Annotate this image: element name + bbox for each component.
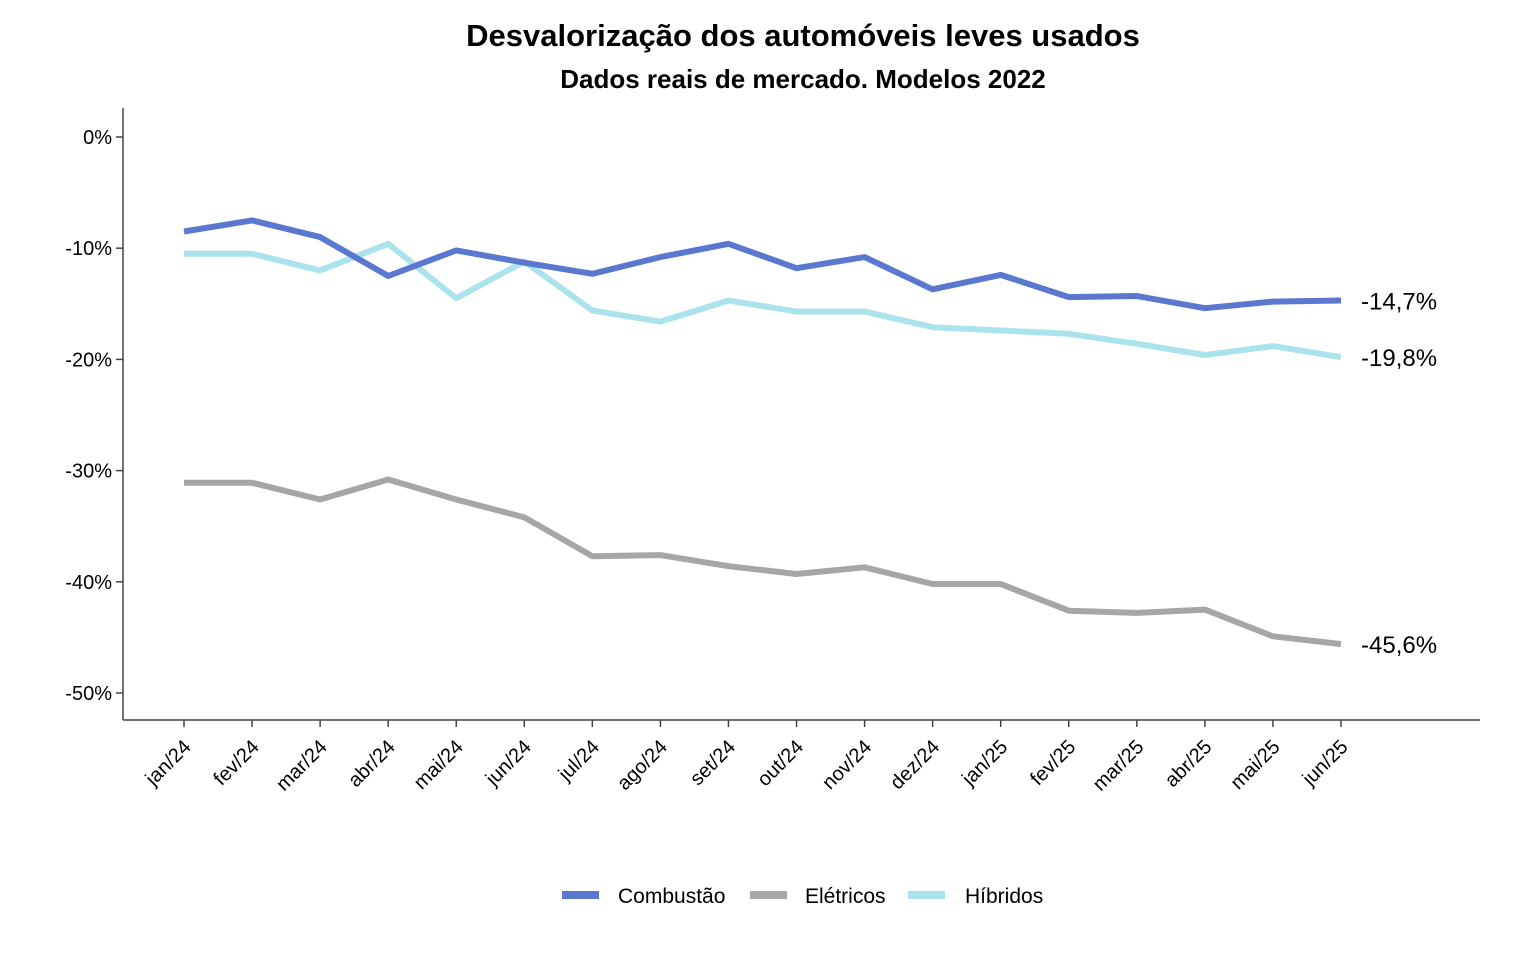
end-value-label: -14,7% bbox=[1361, 288, 1437, 315]
legend-item: Elétricos bbox=[750, 885, 886, 908]
x-tick-label: jun/25 bbox=[1298, 736, 1353, 791]
x-tick-label: fev/24 bbox=[210, 736, 264, 790]
x-tick-label: set/24 bbox=[686, 736, 740, 790]
chart-subtitle: Dados reais de mercado. Modelos 2022 bbox=[560, 64, 1046, 94]
x-tick-label: jan/24 bbox=[141, 736, 196, 791]
x-tick-label: dez/24 bbox=[886, 736, 944, 794]
x-tick-label: jan/25 bbox=[957, 736, 1012, 791]
end-labels: -14,7% -45,6% -19,8% bbox=[1361, 288, 1437, 659]
x-tick-label: mai/25 bbox=[1226, 736, 1284, 794]
axes: 0% -10% -20% -30% -40% -50% jan/24 fev/24 mar/24… bbox=[65, 108, 1480, 796]
legend-label: Híbridos bbox=[965, 885, 1043, 908]
series-line-combustao bbox=[183, 217, 1342, 312]
x-tick-label: jul/24 bbox=[554, 736, 604, 786]
x-tick-label: jun/24 bbox=[481, 736, 536, 791]
x-tick-label: abr/24 bbox=[344, 736, 400, 792]
legend-label: Elétricos bbox=[805, 885, 886, 908]
x-tick-label: fev/25 bbox=[1026, 736, 1080, 790]
y-tick-label: 0% bbox=[83, 127, 112, 149]
y-tick-label: -50% bbox=[65, 683, 112, 705]
legend-label: Combustão bbox=[618, 885, 725, 908]
legend-item: Combustão bbox=[562, 885, 725, 908]
series-line-hibridos bbox=[184, 240, 1342, 361]
legend-item: Híbridos bbox=[908, 885, 1043, 908]
y-tick-label: -10% bbox=[65, 238, 112, 260]
x-tick-label: abr/25 bbox=[1161, 736, 1217, 792]
x-tick-label: mai/24 bbox=[410, 736, 468, 794]
end-value-label: -19,8% bbox=[1361, 345, 1437, 372]
x-tick-label: mar/24 bbox=[272, 736, 332, 796]
end-value-label: -45,6% bbox=[1361, 632, 1437, 659]
y-tick-label: -30% bbox=[65, 461, 112, 483]
y-tick-label: -40% bbox=[65, 572, 112, 594]
series-lines bbox=[183, 217, 1342, 648]
y-tick-label: -20% bbox=[65, 349, 112, 371]
chart-title: Desvalorização dos automóveis leves usad… bbox=[466, 18, 1140, 53]
x-tick-label: nov/24 bbox=[818, 736, 876, 794]
series-line-eletricos bbox=[184, 476, 1342, 648]
x-tick-label: mar/25 bbox=[1089, 736, 1149, 796]
legend: Combustão Elétricos Híbridos bbox=[562, 885, 1043, 908]
x-tick-label: ago/24 bbox=[613, 736, 672, 795]
x-tick-label: out/24 bbox=[753, 736, 808, 791]
